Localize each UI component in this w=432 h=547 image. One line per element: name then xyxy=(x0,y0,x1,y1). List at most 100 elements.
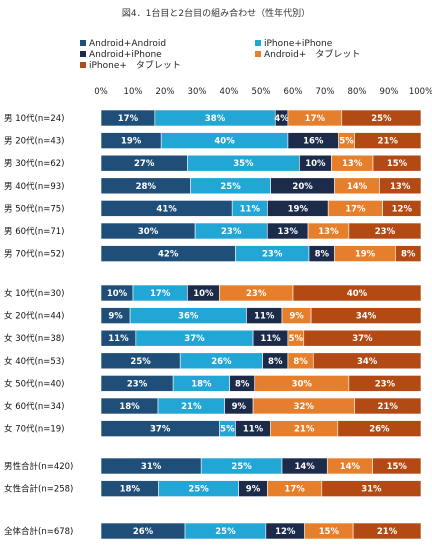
data-label: 11% xyxy=(260,334,281,344)
data-label: 25% xyxy=(215,527,236,537)
legend-iphone-label: iPhone+ タブレット xyxy=(89,59,181,71)
data-label: 25% xyxy=(130,357,151,367)
data-label: 23% xyxy=(127,379,148,389)
data-label: 15% xyxy=(387,462,408,472)
data-label: 19% xyxy=(288,204,309,214)
x-tick-label: 10% xyxy=(124,87,143,97)
x-tick-label: 50% xyxy=(252,87,271,97)
data-label: 21% xyxy=(377,527,398,537)
data-label: 14% xyxy=(294,462,315,472)
category-label: 男 30代(n=62) xyxy=(4,158,64,169)
category-label: 女 70代(n=19) xyxy=(4,424,64,435)
data-label: 40% xyxy=(214,137,235,147)
bar-row: 男 10代(n=24) 17% 38% 4% 17% 25% xyxy=(4,109,422,127)
data-label: 8% xyxy=(268,357,283,367)
data-label: 25% xyxy=(231,462,252,472)
bar-row: 男 40代(n=93) 28% 25% 20% 14% 13% xyxy=(4,177,422,195)
category-label: 女 50代(n=40) xyxy=(4,378,64,389)
data-label: 23% xyxy=(375,379,396,389)
bar-segment-iphone xyxy=(379,177,422,195)
category-label: 女性合計(n=258) xyxy=(4,484,73,495)
bar-rows: 男 10代(n=24) 17% 38% 4% 17% 25% 男 20代(n=43) 19% 4… xyxy=(4,109,422,540)
bar-segment-iphone xyxy=(395,245,422,262)
data-label: 23% xyxy=(262,250,283,260)
legend-iphone-iphone-label: iPhone+iPhone xyxy=(264,39,333,49)
data-label: 26% xyxy=(133,527,154,537)
data-label: 15% xyxy=(319,527,340,537)
data-label: 9% xyxy=(246,485,261,495)
data-label: 9% xyxy=(289,312,304,322)
data-label: 41% xyxy=(156,204,177,214)
data-label: 11% xyxy=(243,425,264,435)
x-tick-label: 100% xyxy=(409,87,432,97)
category-label: 男 50代(n=75) xyxy=(4,203,64,214)
data-label: 27% xyxy=(134,159,155,169)
category-label: 全体合計(n=678) xyxy=(4,526,73,537)
bar-segment-iphone xyxy=(337,420,422,437)
data-label: 5% xyxy=(339,137,354,147)
legend-android-iphone-label: Android+iPhone xyxy=(89,50,162,60)
bar-row: 男 70代(n=52) 42% 23% 8% 19% 8% xyxy=(4,245,422,262)
category-label: 男 40代(n=93) xyxy=(4,181,64,192)
data-label: 42% xyxy=(158,250,179,260)
data-label: 19% xyxy=(355,250,376,260)
bar-segment-iphone xyxy=(348,222,422,240)
x-tick-label: 60% xyxy=(284,87,303,97)
category-label: 男 20代(n=43) xyxy=(4,136,64,147)
data-label: 38% xyxy=(205,114,226,124)
data-label: 4% xyxy=(274,114,289,124)
data-label: 12% xyxy=(392,204,413,214)
bar-segment-iphone xyxy=(292,284,422,302)
data-label: 25% xyxy=(188,485,209,495)
data-label: 17% xyxy=(345,204,366,214)
data-label: 35% xyxy=(233,159,254,169)
x-tick-label: 0% xyxy=(94,87,108,97)
bar-row: 全体合計(n=678) 26% 25% 12% 15% 21% xyxy=(4,522,422,540)
data-label: 18% xyxy=(120,485,141,495)
bar-row: 女 70代(n=19) 37% 5% 11% 21% 26% xyxy=(4,420,422,437)
data-label: 36% xyxy=(178,312,199,322)
data-label: 20% xyxy=(292,182,313,192)
data-label: 34% xyxy=(357,357,378,367)
bar-segment-iphone xyxy=(312,352,422,370)
data-label: 23% xyxy=(221,227,242,237)
data-label: 31% xyxy=(141,462,162,472)
data-label: 16% xyxy=(303,137,324,147)
category-label: 男性合計(n=420) xyxy=(4,461,73,472)
x-tick-label: 70% xyxy=(316,87,335,97)
legend-android-android-label: Android+Android xyxy=(89,39,166,49)
data-label: 14% xyxy=(340,462,361,472)
bar-segment-iphone xyxy=(341,109,422,127)
data-label: 13% xyxy=(390,182,411,192)
data-label: 10% xyxy=(107,289,128,299)
bar-row: 女 10代(n=30) 10% 17% 10% 23% 40% xyxy=(4,284,422,302)
data-label: 10% xyxy=(305,159,326,169)
data-label: 37% xyxy=(184,334,205,344)
data-label: 10% xyxy=(193,289,214,299)
data-label: 15% xyxy=(387,159,408,169)
data-label: 12% xyxy=(275,527,296,537)
x-tick-label: 30% xyxy=(188,87,207,97)
data-label: 13% xyxy=(277,227,298,237)
data-label: 40% xyxy=(347,289,368,299)
data-label: 19% xyxy=(121,137,142,147)
legend-android-label: Android+ タブレット xyxy=(264,48,360,60)
data-label: 25% xyxy=(371,114,392,124)
bar-segment-iphone xyxy=(354,132,422,149)
bar-row: 男 50代(n=75) 41% 11% 19% 17% 12% xyxy=(4,200,422,217)
x-tick-label: 80% xyxy=(348,87,367,97)
bar-row: 男性合計(n=420) 31% 25% 14% 14% 15% xyxy=(4,457,422,475)
bar-segment-iphone xyxy=(352,522,422,540)
data-label: 14% xyxy=(347,182,368,192)
data-label: 23% xyxy=(246,289,267,299)
data-label: 11% xyxy=(254,312,275,322)
data-label: 8% xyxy=(293,357,308,367)
data-label: 9% xyxy=(108,312,123,322)
data-label: 26% xyxy=(211,357,232,367)
category-label: 男 70代(n=52) xyxy=(4,249,64,260)
legend-android-android-swatch xyxy=(80,40,86,46)
data-label: 32% xyxy=(294,402,315,412)
data-label: 21% xyxy=(378,137,399,147)
bar-row: 男 30代(n=62) 27% 35% 10% 13% 15% xyxy=(4,154,422,172)
x-axis-ticks: 0% 10% 20% 30% 40% 50% 60% 70% 80% 90% 100% xyxy=(94,87,432,97)
